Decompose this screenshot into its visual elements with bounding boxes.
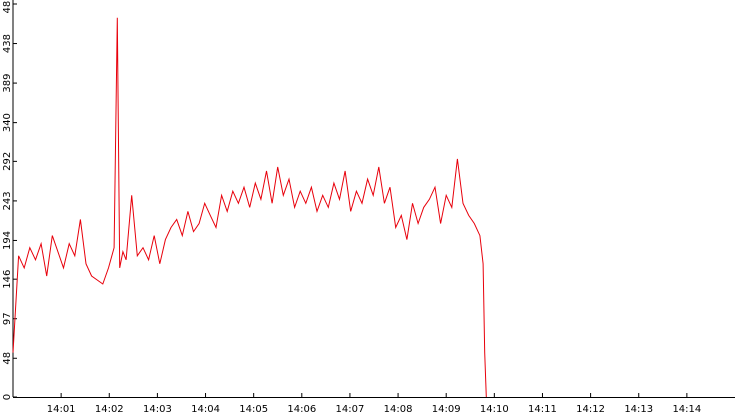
y-tick-label: 340	[2, 113, 13, 132]
y-tick-label: 487	[2, 0, 13, 14]
y-axis: 0 48 97 146 194 243 292 340 389 438 487	[2, 0, 17, 400]
x-tick-label: 14:04	[191, 404, 220, 415]
y-tick-label: 48	[2, 352, 13, 365]
y-tick-label: 389	[2, 74, 13, 93]
x-tick-label: 14:02	[95, 404, 124, 415]
x-tick-label: 14:08	[384, 404, 413, 415]
x-tick-label: 14:03	[143, 404, 172, 415]
x-tick-label: 14:10	[480, 404, 509, 415]
y-tick-label: 146	[2, 270, 13, 289]
x-tick-label: 14:05	[239, 404, 268, 415]
x-tick-label: 14:12	[576, 404, 605, 415]
y-tick-label: 243	[2, 191, 13, 210]
y-tick-label: 194	[2, 231, 13, 250]
y-tick-label: 292	[2, 152, 13, 171]
x-tick-label: 14:14	[672, 404, 701, 415]
x-tick-label: 14:01	[47, 404, 76, 415]
x-axis: 14:01 14:02 14:03 14:04 14:05 14:06 14:07 14:08…	[13, 393, 735, 415]
y-tick-label: 0	[2, 394, 13, 400]
series-line-0	[12, 17, 487, 398]
x-tick-label: 14:06	[287, 404, 316, 415]
series-layer	[12, 17, 487, 398]
x-tick-label: 14:07	[336, 404, 365, 415]
x-tick-label: 14:09	[432, 404, 461, 415]
x-tick-label: 14:13	[624, 404, 653, 415]
x-tick-label: 14:11	[528, 404, 557, 415]
y-tick-label: 438	[2, 34, 13, 53]
y-tick-label: 97	[2, 312, 13, 325]
